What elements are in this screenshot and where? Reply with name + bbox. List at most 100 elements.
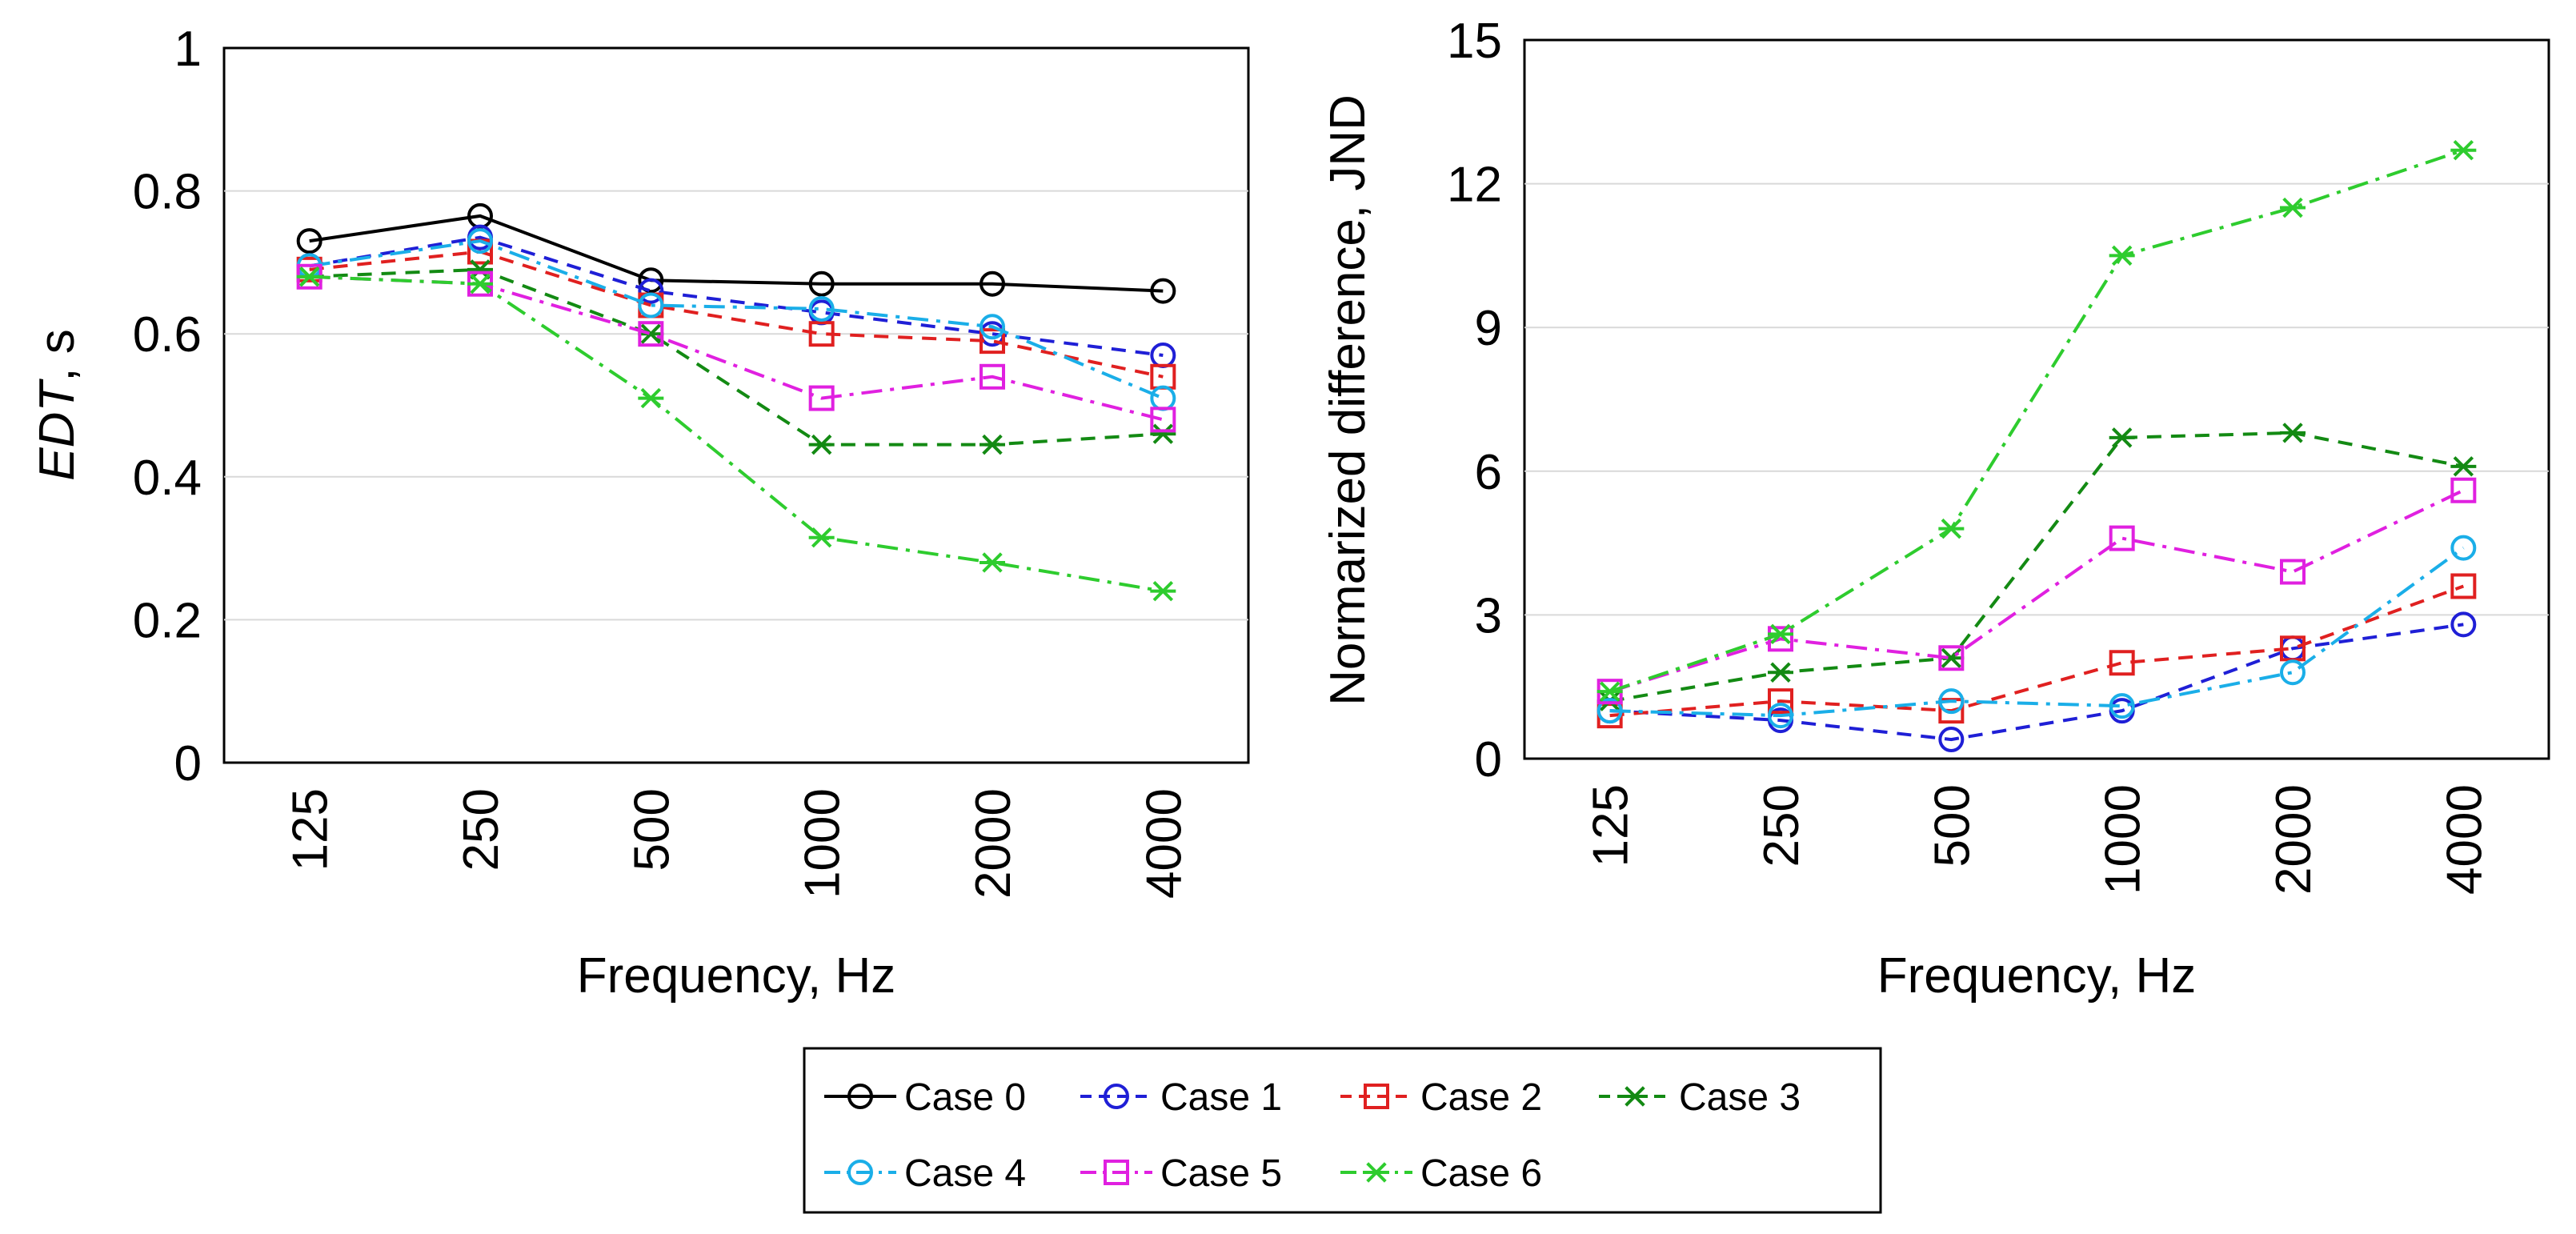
edt-series (296, 202, 1176, 602)
jnd-line-case-4 (1609, 546, 2465, 718)
edt-y-axis-label-unit: , s (30, 329, 85, 381)
jnd-y-tick-label: 15 (1447, 14, 1502, 69)
jnd-point-case-5 (2280, 559, 2306, 585)
edt-y-tick-label: 0.8 (133, 165, 202, 220)
edt-x-tick-label: 2000 (966, 788, 1021, 899)
jnd-point-case-4 (1768, 703, 1793, 729)
edt-x-tick-labels: 125 250 500 1000 2000 4000 (283, 788, 1192, 899)
edt-line-case-4 (309, 239, 1164, 400)
legend-marker-case-1 (1104, 1084, 1129, 1109)
edt-plot-area (222, 46, 1250, 764)
edt-point-case-6 (1150, 580, 1176, 602)
jnd-point-case-2 (1938, 698, 1965, 724)
edt-x-axis-label: Frequency, Hz (577, 948, 896, 1004)
legend-marker-case-3 (1622, 1086, 1648, 1107)
legend-label-case-1: Case 1 (1160, 1076, 1282, 1119)
jnd-x-tick-label: 1000 (2096, 784, 2151, 895)
jnd-line-case-2 (1609, 584, 2465, 718)
legend-box (803, 1047, 1882, 1214)
jnd-x-tick-labels: 125 250 500 1000 2000 4000 (1584, 784, 2493, 895)
edt-y-tick-label: 0.4 (133, 451, 202, 506)
jnd-series (1596, 139, 2477, 753)
legend-marker-case-2 (1364, 1084, 1389, 1109)
jnd-y-tick-label: 6 (1475, 445, 1502, 500)
edt-point-case-5 (808, 385, 835, 411)
legend-item-case-1: Case 1 (1080, 1076, 1282, 1119)
jnd-point-case-5 (1938, 645, 1965, 671)
edt-point-case-3 (980, 434, 1005, 455)
jnd-point-case-1 (2450, 611, 2477, 638)
jnd-point-case-4 (2450, 535, 2477, 561)
jnd-point-case-6 (2280, 197, 2306, 218)
jnd-series-case-3 (1596, 423, 2477, 711)
edt-point-case-3 (808, 434, 835, 455)
jnd-x-tick-label: 4000 (2437, 784, 2492, 895)
legend-item-case-5: Case 5 (1080, 1152, 1282, 1195)
jnd-y-tick-label: 12 (1447, 158, 1502, 213)
edt-point-case-3 (638, 323, 664, 344)
legend-label-case-6: Case 6 (1420, 1152, 1542, 1195)
edt-point-case-4 (638, 292, 664, 319)
legend-items: Case 0 Case 1 Case 2 Case 3 Case 4 Case 5 Case… (824, 1076, 1801, 1195)
edt-x-tick-label: 250 (454, 788, 509, 871)
jnd-point-case-4 (2109, 693, 2135, 719)
edt-point-case-5 (1150, 407, 1176, 433)
legend-label-case-5: Case 5 (1160, 1152, 1282, 1195)
edt-point-case-5 (980, 363, 1005, 390)
jnd-y-tick-label: 9 (1475, 301, 1502, 356)
jnd-point-case-1 (1938, 727, 1965, 753)
jnd-point-case-2 (2450, 573, 2477, 599)
edt-y-tick-labels: 0 0.2 0.4 0.6 0.8 1 (133, 22, 202, 791)
jnd-gridlines (1524, 182, 2549, 616)
legend-marker-case-5 (1104, 1160, 1129, 1185)
edt-y-tick-label: 0.6 (133, 307, 202, 363)
legend: Case 0 Case 1 Case 2 Case 3 Case 4 Case 5 Case… (803, 1047, 1882, 1214)
jnd-x-tick-label: 125 (1584, 784, 1639, 867)
jnd-x-tick-label: 250 (1754, 784, 1809, 867)
edt-gridlines (224, 190, 1248, 621)
jnd-x-axis-label: Frequency, Hz (1877, 948, 2197, 1004)
edt-point-case-6 (808, 527, 835, 548)
jnd-y-tick-label: 3 (1475, 588, 1502, 643)
jnd-point-case-3 (2280, 423, 2306, 443)
edt-point-case-3 (1150, 423, 1176, 444)
edt-point-case-4 (467, 228, 493, 254)
edt-point-case-5 (638, 321, 664, 347)
legend-marker-case-4 (847, 1160, 873, 1185)
edt-series-case-6 (296, 266, 1176, 602)
legend-marker-case-0 (847, 1084, 873, 1109)
jnd-line-case-3 (1609, 431, 2464, 703)
edt-x-tick-label: 500 (624, 788, 679, 871)
edt-y-tick-label: 1 (174, 22, 202, 77)
edt-x-tick-label: 1000 (795, 788, 851, 899)
jnd-point-case-2 (2109, 650, 2135, 676)
edt-point-case-1 (638, 278, 664, 304)
jnd-point-case-5 (2450, 477, 2477, 503)
edt-point-case-4 (808, 295, 835, 322)
edt-point-case-4 (980, 314, 1005, 340)
jnd-point-case-6 (1938, 518, 1965, 539)
jnd-point-case-4 (2280, 659, 2306, 686)
edt-line-case-6 (309, 274, 1164, 593)
edt-y-axis-label-italic: EDT (30, 379, 85, 481)
legend-item-case-3: Case 3 (1599, 1076, 1801, 1119)
jnd-x-tick-label: 2000 (2266, 784, 2322, 895)
jnd-point-case-6 (2450, 139, 2477, 161)
legend-item-case-4: Case 4 (824, 1152, 1026, 1195)
legend-label-case-3: Case 3 (1679, 1076, 1801, 1119)
jnd-plot-area (1523, 38, 2550, 760)
edt-line-case-1 (309, 235, 1164, 357)
jnd-point-case-3 (1768, 662, 1793, 683)
jnd-line-case-5 (1609, 488, 2465, 694)
edt-chart: 0 0.2 0.4 0.6 0.8 1 125 250 500 1000 2000 4000 Fre… (30, 22, 1250, 1004)
legend-item-case-6: Case 6 (1340, 1152, 1542, 1195)
edt-y-axis-label: EDT, s (30, 329, 85, 480)
jnd-point-case-6 (1768, 623, 1793, 645)
legend-label-case-2: Case 2 (1420, 1076, 1542, 1119)
edt-line-case-0 (309, 214, 1164, 293)
edt-x-tick-label: 4000 (1136, 788, 1192, 899)
edt-point-case-6 (638, 387, 664, 409)
edt-series-case-0 (296, 202, 1176, 304)
jnd-line-case-6 (1609, 148, 2464, 694)
